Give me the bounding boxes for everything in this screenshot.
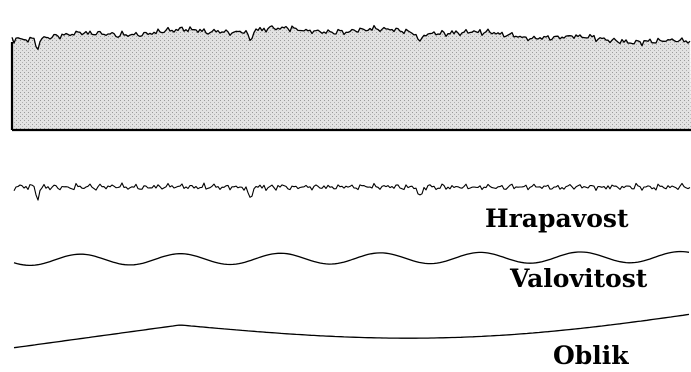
form-label: Oblik xyxy=(553,341,629,370)
roughness-label: Hrapavost xyxy=(485,204,629,233)
waviness-label: Valovitost xyxy=(510,264,648,293)
total-surface-profile xyxy=(11,24,691,51)
form-profile xyxy=(13,313,690,349)
roughness-profile xyxy=(13,182,691,201)
waviness-profile xyxy=(13,250,690,267)
total-profile-fill xyxy=(12,25,691,131)
